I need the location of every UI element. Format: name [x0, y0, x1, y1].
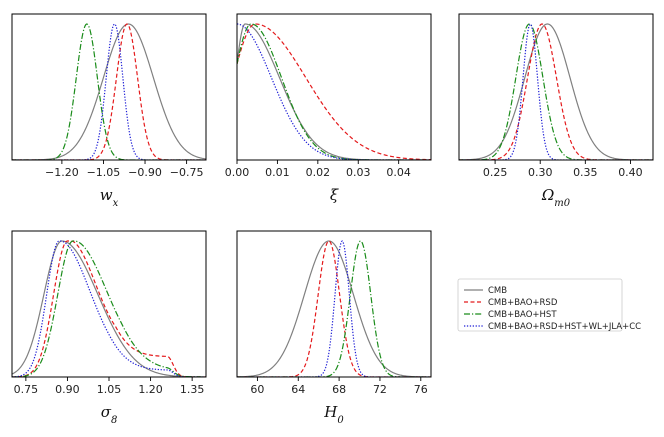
- series-line-4: [237, 240, 431, 377]
- series-line-2: [12, 240, 206, 377]
- series-line-4: [12, 240, 206, 377]
- series-line-3: [459, 23, 653, 160]
- x-tick-label: 64: [291, 383, 305, 396]
- series-line-2: [237, 240, 431, 377]
- x-tick-label: 0.02: [306, 166, 331, 179]
- axes-frame: [236, 13, 432, 161]
- curves: [237, 240, 431, 377]
- series-line-3: [12, 23, 206, 160]
- series-line-1: [459, 23, 653, 160]
- x-tick-label: 60: [250, 383, 264, 396]
- curves: [12, 23, 206, 160]
- series-line-1: [12, 240, 206, 377]
- x-axis-label: ξ: [330, 186, 339, 204]
- x-axis-label: Ωm0: [541, 186, 571, 209]
- axes-frame: [458, 13, 654, 161]
- series-line-3: [237, 23, 431, 160]
- panel-omega: 0.25 0.30 0.35 0.40 Ωm0: [458, 13, 654, 209]
- x-tick-label: 0.30: [528, 166, 553, 179]
- x-axis-label: σ8: [101, 403, 118, 426]
- x-tick-label: 0.40: [618, 166, 643, 179]
- legend-label: CMB+BAO+RSD: [488, 298, 558, 308]
- x-tick-label: 0.35: [573, 166, 598, 179]
- x-tick-label: 0.25: [483, 166, 508, 179]
- x-tick-label: 1.20: [138, 383, 163, 396]
- x-tick-label: 76: [414, 383, 428, 396]
- series-line-4: [237, 23, 431, 160]
- x-tick-label: 0.90: [55, 383, 80, 396]
- axes-frame: [236, 230, 432, 378]
- x-tick-label: 1.35: [180, 383, 205, 396]
- series-line-1: [12, 23, 206, 160]
- curves: [12, 240, 206, 377]
- x-axis-label: H0: [323, 403, 344, 426]
- x-tick-label: 68: [332, 383, 346, 396]
- axes-frame: [11, 13, 207, 161]
- x-tick-label: 0.04: [386, 166, 411, 179]
- curves: [237, 23, 431, 160]
- x-axis-label: wx: [100, 186, 119, 209]
- panel-sigma8: 0.75 0.90 1.05 1.20 1.35 σ8: [11, 230, 207, 426]
- x-tick-label: 72: [373, 383, 387, 396]
- x-tick-label: −1.20: [45, 166, 79, 179]
- x-tick-label: 0.75: [14, 383, 39, 396]
- legend-label: CMB+BAO+HST: [488, 310, 557, 320]
- panel-wx: −1.20 −1.05 −0.90 −0.75 wx: [11, 13, 207, 209]
- series-line-1: [237, 23, 431, 160]
- legend-frame: [457, 278, 623, 332]
- x-tick-label: 0.01: [265, 166, 290, 179]
- curves: [459, 23, 653, 160]
- series-line-1: [237, 240, 431, 377]
- x-tick-label: −0.90: [128, 166, 162, 179]
- x-tick-label: −0.75: [170, 166, 204, 179]
- x-tick-label: 0.00: [225, 166, 250, 179]
- series-line-2: [237, 23, 431, 160]
- x-tick-label: −1.05: [87, 166, 121, 179]
- legend-label: CMB+BAO+RSD+HST+WL+JLA+CC: [488, 322, 641, 332]
- legend: CMB CMB+BAO+RSD CMB+BAO+HST CMB+BAO+RSD+HST…: [457, 278, 641, 332]
- x-tick-label: 0.03: [346, 166, 371, 179]
- legend-label: CMB: [488, 286, 507, 296]
- series-line-3: [237, 240, 431, 377]
- panel-h0: 60 64 68 72 76 H0: [236, 230, 432, 426]
- panel-xi: 0.00 0.01 0.02 0.03 0.04 ξ: [225, 13, 432, 204]
- x-tick-label: 1.05: [97, 383, 122, 396]
